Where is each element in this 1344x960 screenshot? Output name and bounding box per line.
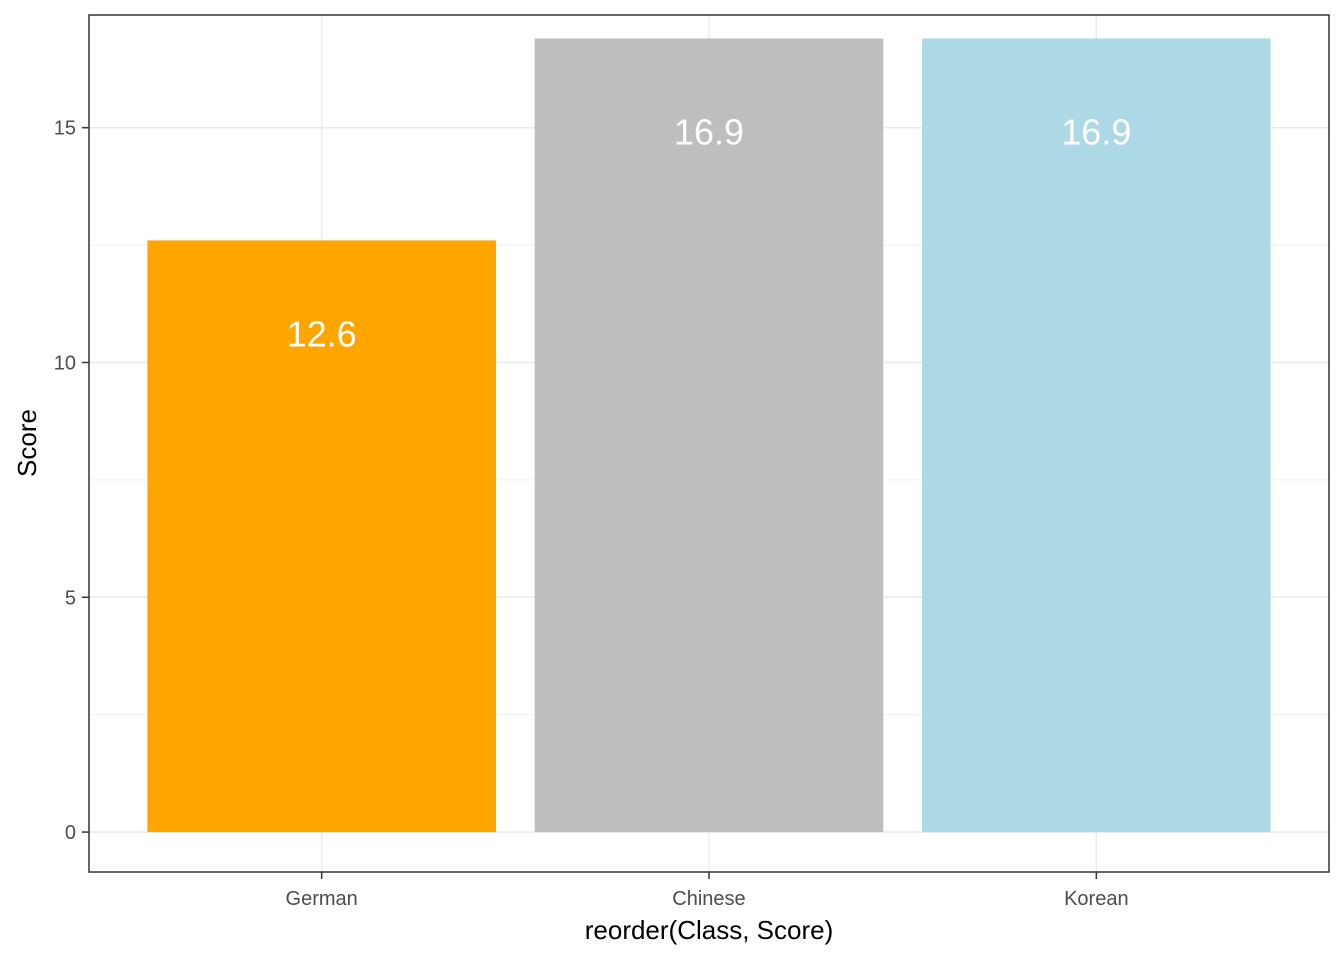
bar-chinese: [534, 38, 884, 833]
y-tick-label: 10: [54, 352, 76, 374]
x-tick-label-german: German: [286, 888, 358, 910]
y-tick-label: 5: [65, 587, 76, 609]
x-axis: German Chinese Korean: [286, 872, 1129, 910]
bar-label-korean: 16.9: [1061, 111, 1131, 152]
y-axis: 0 5 10 15: [54, 118, 89, 844]
bar-korean: [922, 38, 1271, 833]
bar-german: [147, 240, 496, 833]
bar-value-labels: 12.6 16.9 16.9: [287, 111, 1132, 354]
x-tick-label-chinese: Chinese: [672, 888, 745, 910]
y-axis-title: Score: [12, 409, 42, 477]
bar-label-chinese: 16.9: [674, 111, 744, 152]
bar-label-german: 12.6: [287, 313, 357, 354]
y-tick-label: 0: [65, 822, 76, 844]
x-tick-label-korean: Korean: [1064, 888, 1129, 910]
x-axis-title: reorder(Class, Score): [585, 915, 834, 945]
bars: [147, 38, 1271, 833]
y-tick-label: 15: [54, 118, 76, 140]
